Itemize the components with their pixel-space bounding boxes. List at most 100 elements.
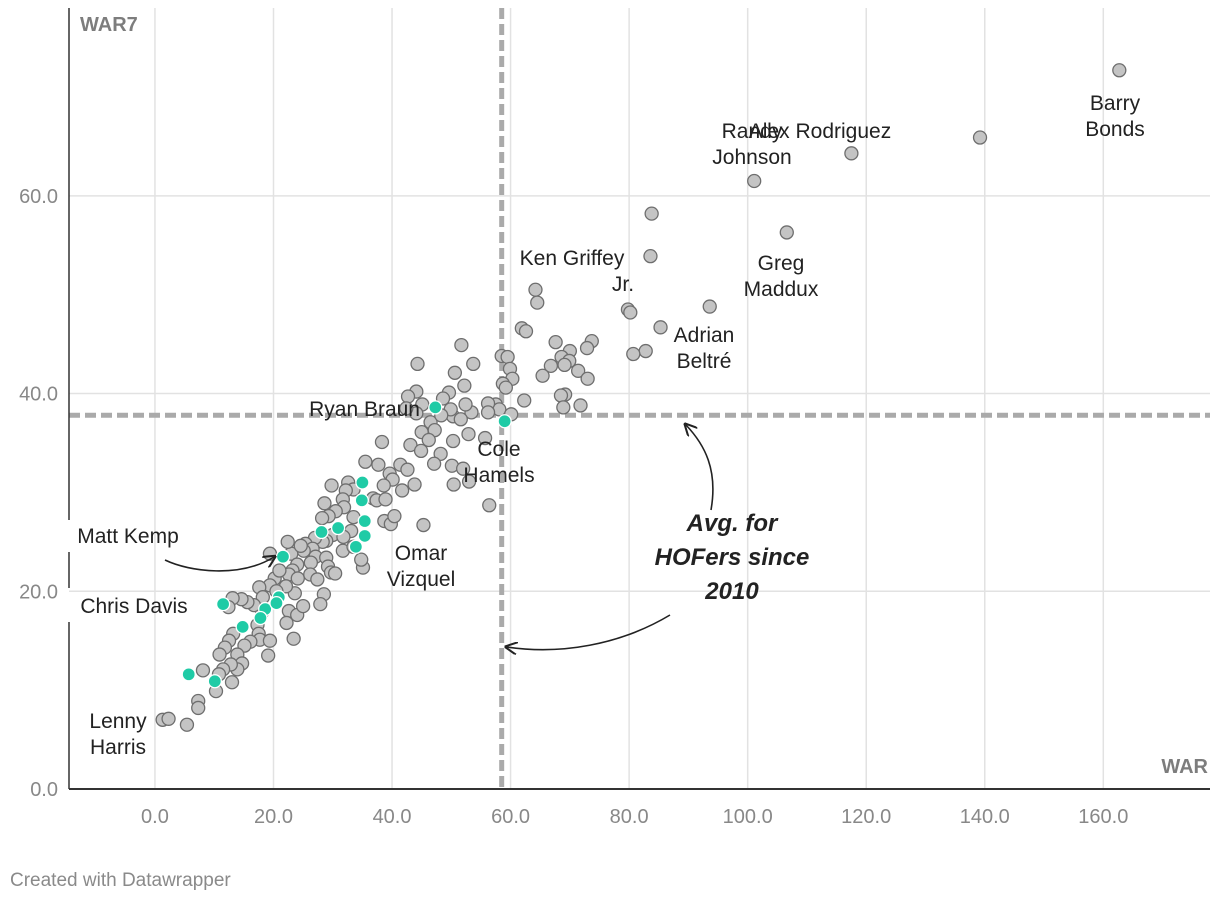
player-label-line1: Chris Davis <box>80 595 187 618</box>
player-point <box>517 393 532 408</box>
player-label: Randy Johnson <box>712 120 791 169</box>
x-tick-label: 40.0 <box>373 806 412 828</box>
player-point <box>638 343 653 359</box>
highlighted-player-point <box>355 475 370 490</box>
highlighted-player-point <box>275 549 291 564</box>
player-point <box>454 337 469 353</box>
data-points <box>155 63 1127 732</box>
player-label-line1: Matt Kemp <box>77 525 179 548</box>
x-tick-label: 140.0 <box>960 806 1010 828</box>
player-point <box>416 517 431 533</box>
player-point <box>371 457 386 472</box>
player-point <box>518 324 534 339</box>
player-point <box>310 572 325 587</box>
player-point <box>453 412 468 427</box>
player-point <box>1112 63 1127 78</box>
player-point <box>293 538 308 553</box>
x-tick-label: 80.0 <box>610 806 649 828</box>
x-tick-label: 20.0 <box>254 806 293 828</box>
player-label-line1: Omar <box>395 542 448 565</box>
highlighted-player-point <box>357 528 372 544</box>
annotation: Avg. for HOFers since 2010 <box>164 425 810 650</box>
player-point <box>623 305 638 320</box>
player-point <box>161 711 176 726</box>
credit-footer[interactable]: Created with Datawrapper <box>10 870 231 891</box>
player-point <box>191 700 206 716</box>
highlighted-player-point <box>354 493 369 508</box>
x-axis-title: WAR <box>1161 756 1208 778</box>
player-point <box>477 430 493 446</box>
player-point <box>374 434 390 450</box>
y-tick-label: 0.0 <box>30 779 58 801</box>
y-axis-title: WAR7 <box>80 14 138 36</box>
player-label-line2: Vizquel <box>387 568 456 591</box>
x-tick-label: 160.0 <box>1078 806 1128 828</box>
player-point <box>303 555 318 570</box>
player-label-line2: Bonds <box>1085 118 1145 141</box>
player-label-line1: Alex Rodriguez <box>749 120 891 143</box>
annotation-arrow-up <box>686 425 714 511</box>
highlighted-player-point <box>215 596 231 612</box>
x-tick-label: 0.0 <box>141 806 169 828</box>
y-tick-label: 40.0 <box>19 384 58 406</box>
player-point <box>433 446 448 462</box>
player-point <box>556 400 571 415</box>
player-point <box>295 598 311 614</box>
player-point <box>543 358 559 374</box>
player-point <box>456 461 471 476</box>
player-point <box>644 206 659 221</box>
player-point <box>262 546 278 561</box>
player-point <box>403 437 418 453</box>
player-point <box>571 363 586 378</box>
player-point <box>535 368 550 383</box>
player-point <box>426 456 442 471</box>
player-label-line2: Beltré <box>677 350 732 373</box>
highlighted-player-point <box>330 520 346 536</box>
player-point <box>446 477 461 492</box>
player-label: Omar Vizquel <box>387 542 456 591</box>
player-point <box>354 552 369 567</box>
player-point <box>410 356 425 372</box>
player-point <box>626 346 641 362</box>
player-point <box>573 398 588 413</box>
highlighted-player-point <box>207 674 222 689</box>
player-point <box>557 357 572 373</box>
player-label-line2: Johnson <box>712 146 791 169</box>
player-point <box>286 631 301 646</box>
player-point <box>548 334 563 350</box>
player-point <box>580 371 595 386</box>
player-point <box>530 295 545 310</box>
player-point <box>482 498 497 513</box>
player-point <box>747 173 762 189</box>
player-point <box>224 675 240 690</box>
player-point <box>972 130 988 145</box>
player-point <box>445 433 461 449</box>
player-point <box>280 534 295 549</box>
player-point <box>179 717 195 732</box>
player-point <box>378 492 393 507</box>
player-label: Cole Hamels <box>463 438 534 487</box>
player-point <box>498 380 513 395</box>
player-label: Greg Maddux <box>744 252 819 301</box>
player-point <box>399 401 414 416</box>
player-point <box>262 633 278 648</box>
highlighted-player-point <box>428 400 443 415</box>
player-label-line1: Barry <box>1090 92 1141 115</box>
player-point <box>313 596 328 612</box>
player-point <box>553 388 569 403</box>
player-point <box>314 510 330 526</box>
player-point <box>317 496 332 511</box>
player-label-line1: Adrian <box>674 324 735 347</box>
highlighted-player-point <box>497 414 512 429</box>
player-label: Barry Bonds <box>1085 92 1145 141</box>
player-point <box>327 566 343 581</box>
highlighted-player-point <box>314 524 329 540</box>
player-label: Alex Rodriguez <box>749 120 891 143</box>
annotation-arrow-left <box>507 614 671 650</box>
player-point <box>466 356 481 372</box>
player-point <box>413 443 429 459</box>
axes: 0.0 20.0 40.0 60.0 80.0 100.0 120.0 140.0 160.0 0… <box>19 8 1210 828</box>
x-tick-label: 60.0 <box>491 806 530 828</box>
annotation-text-line: HOFers since <box>655 544 810 571</box>
player-point <box>500 349 515 365</box>
